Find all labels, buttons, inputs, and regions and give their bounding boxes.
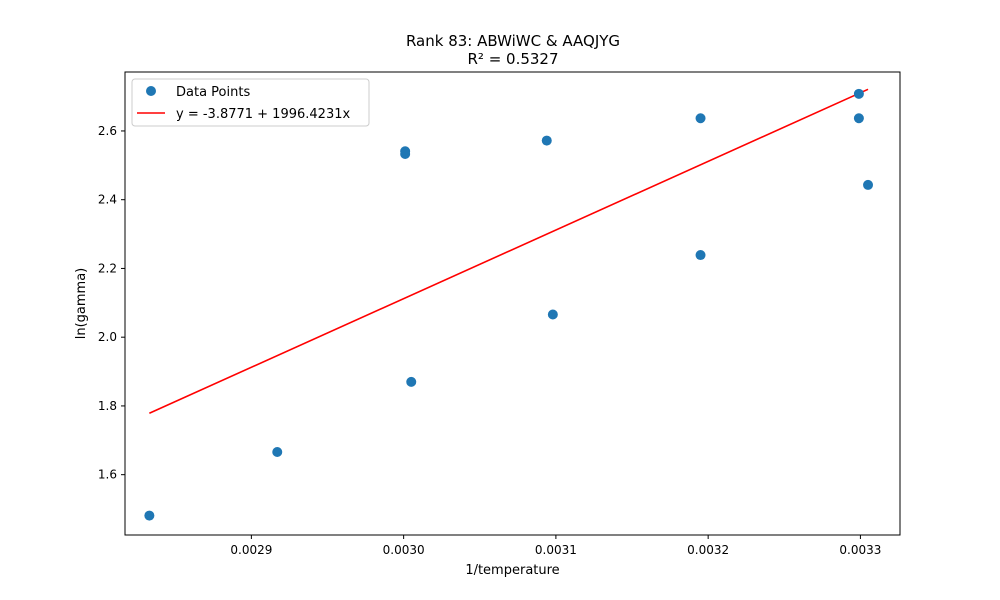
x-tick-label: 0.0033 (839, 543, 881, 557)
y-tick-label: 2.2 (98, 261, 117, 275)
legend: Data Points y = -3.8771 + 1996.4231x (131, 78, 370, 127)
plot-background (125, 72, 900, 535)
fit-line-layer (149, 88, 869, 414)
data-point (853, 113, 864, 124)
y-tick-label: 1.6 (98, 468, 117, 482)
plot-frame (124, 71, 901, 536)
data-point (853, 88, 864, 99)
y-axis-ticks: 1.6 1.8 2.0 2.2 2.4 2.6 (98, 124, 125, 482)
y-tick-label: 2.4 (98, 193, 117, 207)
x-tick-label: 0.0031 (535, 543, 577, 557)
legend-label-fit-line: y = -3.8771 + 1996.4231x (176, 107, 350, 122)
plot-area (125, 72, 900, 535)
y-axis-label: ln(gamma) (74, 268, 89, 340)
x-tick-label: 0.0030 (383, 543, 425, 557)
data-points-layer (144, 88, 874, 521)
fit-line (149, 88, 869, 414)
chart-title: Rank 83: ABWiWC & AAQJYG (406, 32, 620, 50)
data-point (547, 309, 558, 320)
x-axis-label: 1/temperature (465, 563, 559, 578)
data-point (400, 148, 411, 159)
data-point (144, 510, 155, 521)
x-tick-label: 0.0032 (687, 543, 729, 557)
data-point (863, 179, 874, 190)
y-tick-label: 2.6 (98, 124, 117, 138)
data-point (695, 250, 706, 261)
data-point (272, 446, 283, 457)
data-point (541, 135, 552, 146)
data-point (695, 113, 706, 124)
x-axis-ticks: 0.0029 0.0030 0.0031 0.0032 0.0033 (230, 535, 881, 557)
x-tick-label: 0.0029 (230, 543, 272, 557)
legend-marker-data-points (146, 86, 156, 96)
legend-label-data-points: Data Points (176, 85, 250, 100)
y-tick-label: 2.0 (98, 330, 117, 344)
y-tick-label: 1.8 (98, 399, 117, 413)
chart-subtitle: R² = 0.5327 (467, 50, 558, 68)
data-point (406, 376, 417, 387)
legend-box (131, 78, 370, 127)
